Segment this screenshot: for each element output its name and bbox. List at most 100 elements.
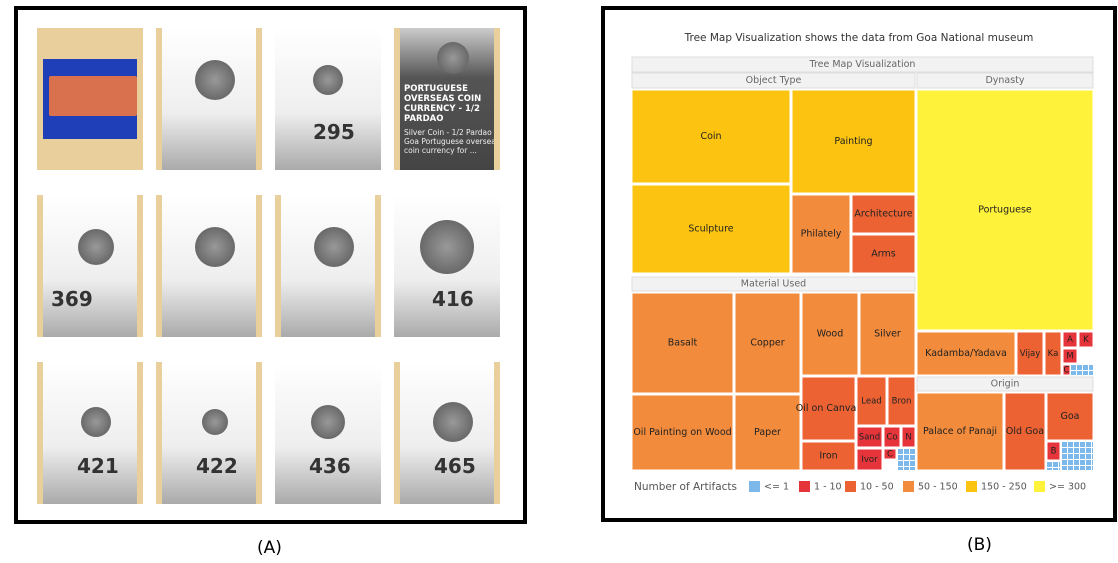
treemap-cell[interactable] [883, 448, 897, 460]
treemap-cell[interactable] [1062, 364, 1071, 376]
treemap-cell[interactable] [901, 426, 916, 448]
small-cell [904, 449, 909, 454]
treemap-cell[interactable] [1046, 392, 1094, 441]
treemap-cell[interactable] [1016, 331, 1044, 376]
small-cell [1062, 448, 1067, 453]
treemap-cell[interactable] [1046, 441, 1061, 461]
legend-swatch [903, 481, 914, 492]
coin-image [313, 65, 343, 95]
small-cell [1080, 460, 1085, 465]
treemap-cell[interactable] [916, 89, 1094, 331]
image-tile[interactable]: 295 [275, 28, 381, 170]
small-cell [904, 455, 909, 460]
treemap-cell[interactable] [1062, 331, 1078, 348]
small-cell [1080, 466, 1085, 470]
image-tile[interactable]: 421 [37, 362, 143, 504]
banknote [49, 76, 137, 116]
treemap-cell[interactable] [801, 376, 856, 441]
small-cell [1074, 454, 1079, 459]
treemap-header-label: Tree Map Visualization [809, 59, 916, 70]
treemap-cell[interactable] [631, 394, 734, 471]
image-grid-panel: 295 PORTUGUESE OVERSEAS COIN CURRENCY - 1… [14, 6, 527, 524]
coin-image [433, 402, 473, 442]
treemap-cell[interactable] [734, 292, 801, 394]
cell-label: Ivor [861, 455, 878, 465]
image-tile[interactable]: 369 [37, 195, 143, 337]
cell-label: Oil on Canvas [796, 403, 862, 414]
treemap-cell[interactable] [791, 89, 916, 194]
image-tile[interactable]: 416 [394, 195, 500, 337]
legend-label: 50 - 150 [918, 482, 958, 493]
tile-number: 421 [77, 454, 119, 478]
image-tile[interactable]: 436 [275, 362, 381, 504]
legend-label: 1 - 10 [814, 482, 842, 493]
treemap-cell[interactable] [851, 234, 916, 274]
treemap-cell[interactable] [631, 184, 791, 274]
tile-number: 422 [196, 454, 238, 478]
treemap-cell[interactable] [916, 331, 1016, 376]
small-cell [910, 449, 915, 454]
treemap-cell[interactable] [851, 194, 916, 234]
tile-title: PORTUGUESE OVERSEAS COIN CURRENCY - 1/2 … [404, 84, 482, 124]
cell-label: Sand [859, 433, 880, 443]
small-cell [910, 455, 915, 460]
small-cell [1077, 371, 1082, 375]
cell-label: Paper [754, 427, 781, 438]
treemap-header [631, 56, 1094, 73]
treemap-cell[interactable] [631, 292, 734, 394]
small-cell [1089, 371, 1093, 375]
treemap-cell[interactable] [734, 394, 801, 471]
image-tile[interactable]: PORTUGUESE OVERSEAS COIN CURRENCY - 1/2 … [394, 28, 500, 170]
cell-label: Palace of Panaji [923, 426, 997, 437]
coin-image [202, 409, 228, 435]
cell-label: B [1051, 447, 1057, 457]
cell-label: Portuguese [978, 205, 1032, 216]
small-cell [1086, 448, 1091, 453]
treemap-cell[interactable] [1062, 348, 1078, 364]
coin-image [81, 407, 111, 437]
small-cell [1086, 466, 1091, 470]
group-header [916, 72, 1094, 89]
treemap-cell[interactable] [791, 194, 851, 274]
small-cell [1068, 442, 1073, 447]
tile-number: 369 [51, 287, 93, 311]
cell-label: M [1066, 352, 1073, 362]
small-cell [904, 461, 909, 466]
small-cell [1074, 448, 1079, 453]
treemap-cell[interactable] [887, 376, 916, 426]
cell-label: Co [886, 433, 897, 443]
treemap-cell[interactable] [631, 89, 791, 184]
image-tile[interactable] [156, 28, 262, 170]
cell-label: Arms [871, 249, 895, 260]
treemap-cell[interactable] [1044, 331, 1062, 376]
treemap-cell[interactable] [1004, 392, 1046, 471]
coin-image [78, 229, 114, 265]
legend-swatch [1034, 481, 1045, 492]
small-cell [1068, 448, 1073, 453]
treemap-cell[interactable] [916, 392, 1004, 471]
small-cell [1062, 442, 1067, 447]
legend-swatch [845, 481, 856, 492]
image-tile[interactable]: 422 [156, 362, 262, 504]
small-cell [1071, 365, 1076, 370]
treemap-cell[interactable] [1078, 331, 1094, 348]
small-cell [1068, 454, 1073, 459]
image-tile[interactable]: 465 [394, 362, 500, 504]
image-tile[interactable] [37, 28, 143, 170]
treemap-cell[interactable] [856, 448, 883, 471]
image-tile[interactable] [156, 195, 262, 337]
treemap-cell[interactable] [801, 441, 856, 471]
image-tile[interactable] [275, 195, 381, 337]
treemap-cell[interactable] [883, 426, 901, 448]
small-cell [1047, 468, 1052, 470]
treemap-cell[interactable] [859, 292, 916, 376]
small-cell [1062, 466, 1067, 470]
cell-label: Bron [892, 397, 912, 407]
small-cell [1092, 460, 1093, 465]
group-header [631, 276, 916, 292]
cell-label: Lead [861, 397, 881, 407]
treemap-cell[interactable] [856, 426, 883, 448]
treemap-cell[interactable] [801, 292, 859, 376]
small-cell [1053, 462, 1058, 467]
treemap-cell[interactable] [856, 376, 887, 426]
